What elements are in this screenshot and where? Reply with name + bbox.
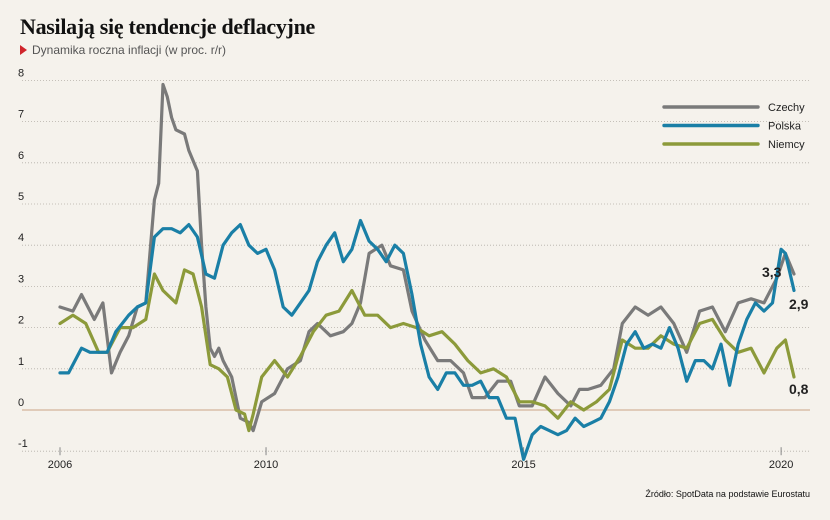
series-line-niemcy: [58, 268, 796, 433]
x-tick-label: 2006: [48, 459, 72, 471]
x-tick-label: 2010: [254, 459, 278, 471]
end-value-label: 0,8: [789, 381, 809, 397]
y-tick-label: 8: [18, 67, 24, 79]
series-lines: [58, 82, 796, 461]
legend: Czechy Polska Niemcy: [662, 102, 805, 151]
y-tick-label: 3: [18, 273, 24, 285]
red-triangle-icon: [20, 45, 27, 55]
legend-label: Czechy: [768, 102, 805, 114]
y-tick-label: 5: [18, 191, 24, 203]
y-tick-label: 0: [18, 397, 24, 409]
legend-label: Polska: [768, 121, 802, 133]
series-line-czechy: [58, 82, 796, 433]
y-tick-label: 6: [18, 150, 24, 162]
y-tick-label: 2: [18, 315, 24, 327]
source-note: Źródło: SpotData na podstawie Eurostatu: [645, 489, 810, 499]
end-value-labels: 3,3 2,9 0,8: [762, 264, 809, 397]
x-tick-label: 2015: [511, 459, 535, 471]
x-axis-ticks: 2006 2010 2015 2020: [48, 447, 793, 471]
y-tick-label: 4: [18, 232, 24, 244]
y-tick-label: 1: [18, 356, 24, 368]
y-tick-label: 7: [18, 109, 24, 121]
y-tick-label: -1: [18, 438, 28, 450]
series-line-polska: [58, 218, 796, 461]
legend-label: Niemcy: [768, 139, 805, 151]
grid-lines: [22, 80, 810, 452]
chart-subtitle-text: Dynamika roczna inflacji (w proc. r/r): [32, 43, 227, 57]
y-axis-ticks: -1 0 1 2 3 4 5 6 7 8: [18, 67, 28, 450]
chart-subtitle: Dynamika roczna inflacji (w proc. r/r): [20, 43, 226, 57]
chart-title: Nasilają się tendencje deflacyjne: [20, 14, 315, 39]
x-tick-label: 2020: [769, 459, 793, 471]
end-value-label: 3,3: [762, 264, 782, 280]
end-value-label: 2,9: [789, 296, 809, 312]
